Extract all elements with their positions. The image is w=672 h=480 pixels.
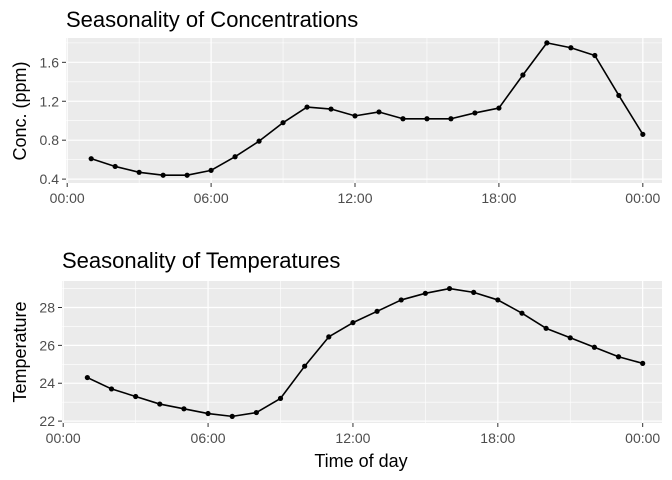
temperature-point (615, 354, 622, 360)
temperature-point (181, 406, 187, 412)
x-tick-label: 00:00 (50, 190, 85, 206)
concentration-chart-title: Seasonality of Concentrations (66, 7, 358, 32)
x-tick-label: 18:00 (481, 190, 516, 206)
temperature-point (471, 289, 477, 295)
temperature-point (519, 310, 525, 316)
y-tick-label: 26 (39, 337, 55, 353)
temperature-point (326, 334, 332, 340)
concentration-chart: Seasonality of Concentrations Conc. (ppm… (10, 7, 662, 206)
concentration-point (112, 163, 118, 170)
concentration-point (256, 138, 262, 144)
temperature-point (205, 410, 211, 417)
temperature-point (229, 413, 235, 419)
concentration-point (496, 105, 502, 111)
temperature-point (253, 409, 259, 416)
concentration-point (280, 120, 286, 126)
temperature-series (84, 285, 646, 419)
concentration-point (232, 154, 238, 160)
temperature-point (398, 297, 404, 303)
temperature-plot-panel (62, 281, 662, 423)
temperature-x-axis-title: Time of day (314, 451, 407, 471)
temperature-line (87, 287, 643, 418)
concentration-line (90, 42, 644, 177)
concentration-point (304, 104, 310, 110)
temperature-point (422, 290, 428, 296)
y-tick-label: 1.6 (40, 54, 60, 70)
concentration-point (568, 45, 574, 51)
temperature-point (543, 325, 549, 331)
temperature-point (302, 363, 308, 369)
concentration-point (592, 52, 598, 59)
temperature-point (567, 335, 573, 341)
temperature-point (133, 393, 139, 400)
y-tick-label: 22 (39, 413, 55, 429)
y-tick-label: 1.2 (40, 93, 60, 109)
concentration-point (376, 109, 382, 115)
x-tick-label: 00:00 (46, 430, 81, 446)
temperature-point (640, 360, 646, 366)
concentration-point (616, 92, 622, 99)
x-tick-label: 00:00 (625, 430, 660, 446)
y-tick-label: 28 (39, 300, 55, 316)
concentration-plot-panel (66, 38, 662, 183)
concentration-series (88, 40, 646, 178)
temperature-point (157, 401, 163, 407)
temperature-point (108, 386, 115, 392)
concentration-point (424, 116, 430, 122)
concentration-point (520, 72, 526, 78)
x-tick-label: 06:00 (191, 430, 226, 446)
x-tick-label: 00:00 (625, 190, 660, 206)
concentration-point (352, 113, 358, 119)
concentration-point (472, 110, 478, 116)
y-tick-label: 0.4 (40, 171, 60, 187)
temperature-point (591, 344, 597, 350)
concentration-axis-ticks: 00:00 06:00 12:00 18:00 00:00 0.4 0.8 1.2 1.6 (40, 54, 661, 206)
concentration-y-axis-title: Conc. (ppm) (10, 61, 30, 160)
temperature-point (446, 285, 453, 292)
concentration-point (184, 172, 190, 178)
temperature-point (350, 320, 356, 326)
temperature-gridlines (62, 281, 662, 423)
temperature-y-axis-title: Temperature (10, 301, 30, 402)
x-tick-label: 18:00 (480, 430, 515, 446)
concentration-point (88, 156, 94, 162)
concentration-point (160, 172, 166, 178)
temperature-point (374, 308, 380, 314)
temperature-point (277, 395, 284, 401)
temperature-chart: Seasonality of Temperatures Temperature … (10, 248, 662, 471)
x-tick-label: 06:00 (194, 190, 229, 206)
concentration-point (640, 131, 646, 137)
concentration-point (544, 40, 550, 46)
x-tick-label: 12:00 (335, 430, 370, 446)
temperature-point (84, 374, 90, 381)
concentration-point (448, 116, 454, 122)
y-tick-label: 24 (39, 375, 55, 391)
x-tick-label: 12:00 (337, 190, 372, 206)
temperature-chart-title: Seasonality of Temperatures (62, 248, 340, 273)
concentration-point (328, 106, 334, 112)
concentration-point (136, 169, 142, 175)
concentration-point (400, 116, 406, 122)
concentration-gridlines (66, 38, 662, 183)
concentration-point (208, 167, 214, 173)
y-tick-label: 0.8 (40, 132, 60, 148)
temperature-point (495, 297, 501, 303)
